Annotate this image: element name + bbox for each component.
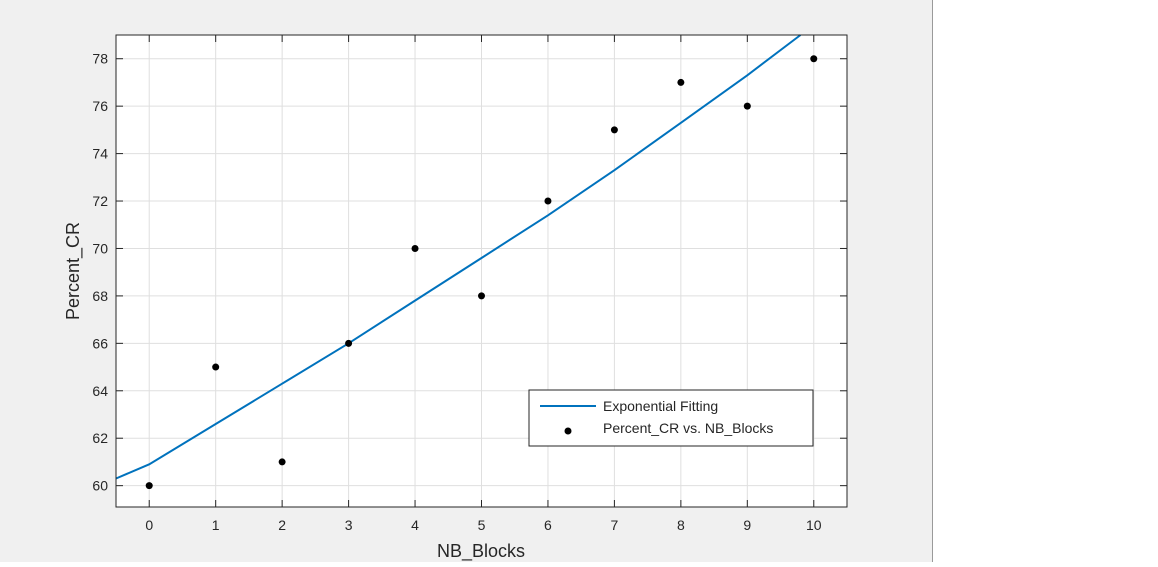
x-tick-label: 3 — [345, 517, 353, 533]
y-axis-label: Percent_CR — [63, 222, 84, 320]
x-tick-label: 9 — [743, 517, 751, 533]
x-tick-label: 1 — [212, 517, 220, 533]
data-point — [411, 244, 419, 252]
x-tick-label: 7 — [611, 517, 619, 533]
data-point — [743, 102, 751, 110]
data-point — [212, 363, 220, 371]
data-point — [145, 482, 153, 490]
y-tick-label: 68 — [92, 288, 108, 304]
grid-layer — [116, 35, 847, 507]
legend-fit-label: Exponential Fitting — [603, 398, 718, 414]
figure-panel: 0 1 2 3 4 5 6 7 8 9 10 60 62 64 66 68 70 72 74 76 78 NB_Bloc… — [0, 0, 932, 562]
legend-box — [528, 389, 814, 447]
data-point — [810, 55, 818, 63]
data-point — [677, 78, 685, 86]
data-point — [478, 292, 485, 300]
x-tick-label: 0 — [145, 517, 153, 533]
y-tick-label: 64 — [92, 383, 108, 399]
fit-line — [115, 34, 802, 480]
y-tick-label: 74 — [92, 146, 108, 162]
y-tick-label: 78 — [92, 51, 108, 67]
x-tick-label: 8 — [677, 517, 685, 533]
y-tick-label: 72 — [92, 193, 108, 209]
x-tick-label: 10 — [806, 517, 822, 533]
data-point — [610, 126, 618, 134]
legend: Exponential Fitting Percent_CR vs. NB_Bl… — [528, 389, 814, 447]
x-tick-label: 6 — [544, 517, 552, 533]
data-point — [345, 339, 353, 347]
y-tick-label: 70 — [92, 240, 108, 256]
y-tick-label: 66 — [92, 335, 108, 351]
x-tick-label: 5 — [478, 517, 486, 533]
fit-layer — [115, 34, 802, 480]
panel-divider — [932, 0, 933, 562]
data-point — [544, 197, 552, 205]
x-axis-label: NB_Blocks — [437, 541, 525, 562]
y-tick-label: 60 — [92, 478, 108, 494]
legend-points-swatch — [564, 427, 572, 435]
points-layer — [145, 55, 818, 490]
legend-points-label: Percent_CR vs. NB_Blocks — [603, 420, 773, 436]
x-tick-label: 2 — [278, 517, 286, 533]
side-panel — [933, 0, 1158, 562]
y-tick-label: 76 — [92, 98, 108, 114]
x-tick-label: 4 — [411, 517, 419, 533]
data-point — [278, 458, 286, 466]
y-tick-label: 62 — [92, 430, 108, 446]
